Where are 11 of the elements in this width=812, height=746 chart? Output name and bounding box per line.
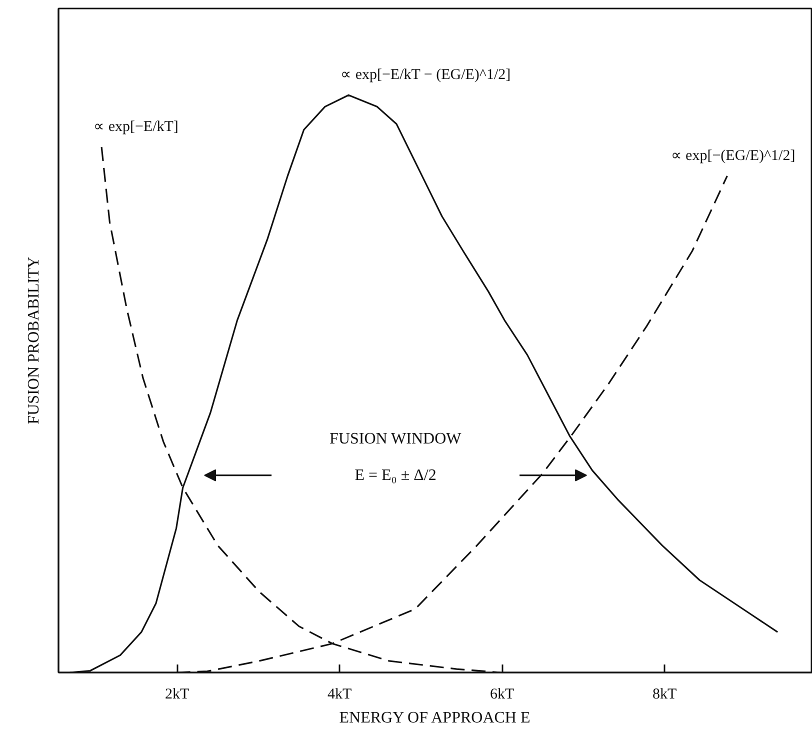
y-axis-title: FUSION PROBABILITY [26,256,42,424]
x-tick-label: 4kT [328,686,352,702]
x-tick-label: 2kT [165,686,190,702]
x-tick-label: 8kT [652,686,677,702]
x-axis-title: ENERGY OF APPROACH E [339,710,530,726]
series-label: ∝ exp[−(EG/E)^1/2] [670,148,796,164]
series-label: ∝ exp[−E/kT] [94,119,178,136]
annotation: E = E₀ ± Δ/2 [354,466,436,484]
series-label: ∝ exp[−E/kT − (EG/E)^1/2] [340,67,511,84]
annotation: FUSION WINDOW [330,430,462,448]
x-tick-label: 6kT [490,686,514,702]
